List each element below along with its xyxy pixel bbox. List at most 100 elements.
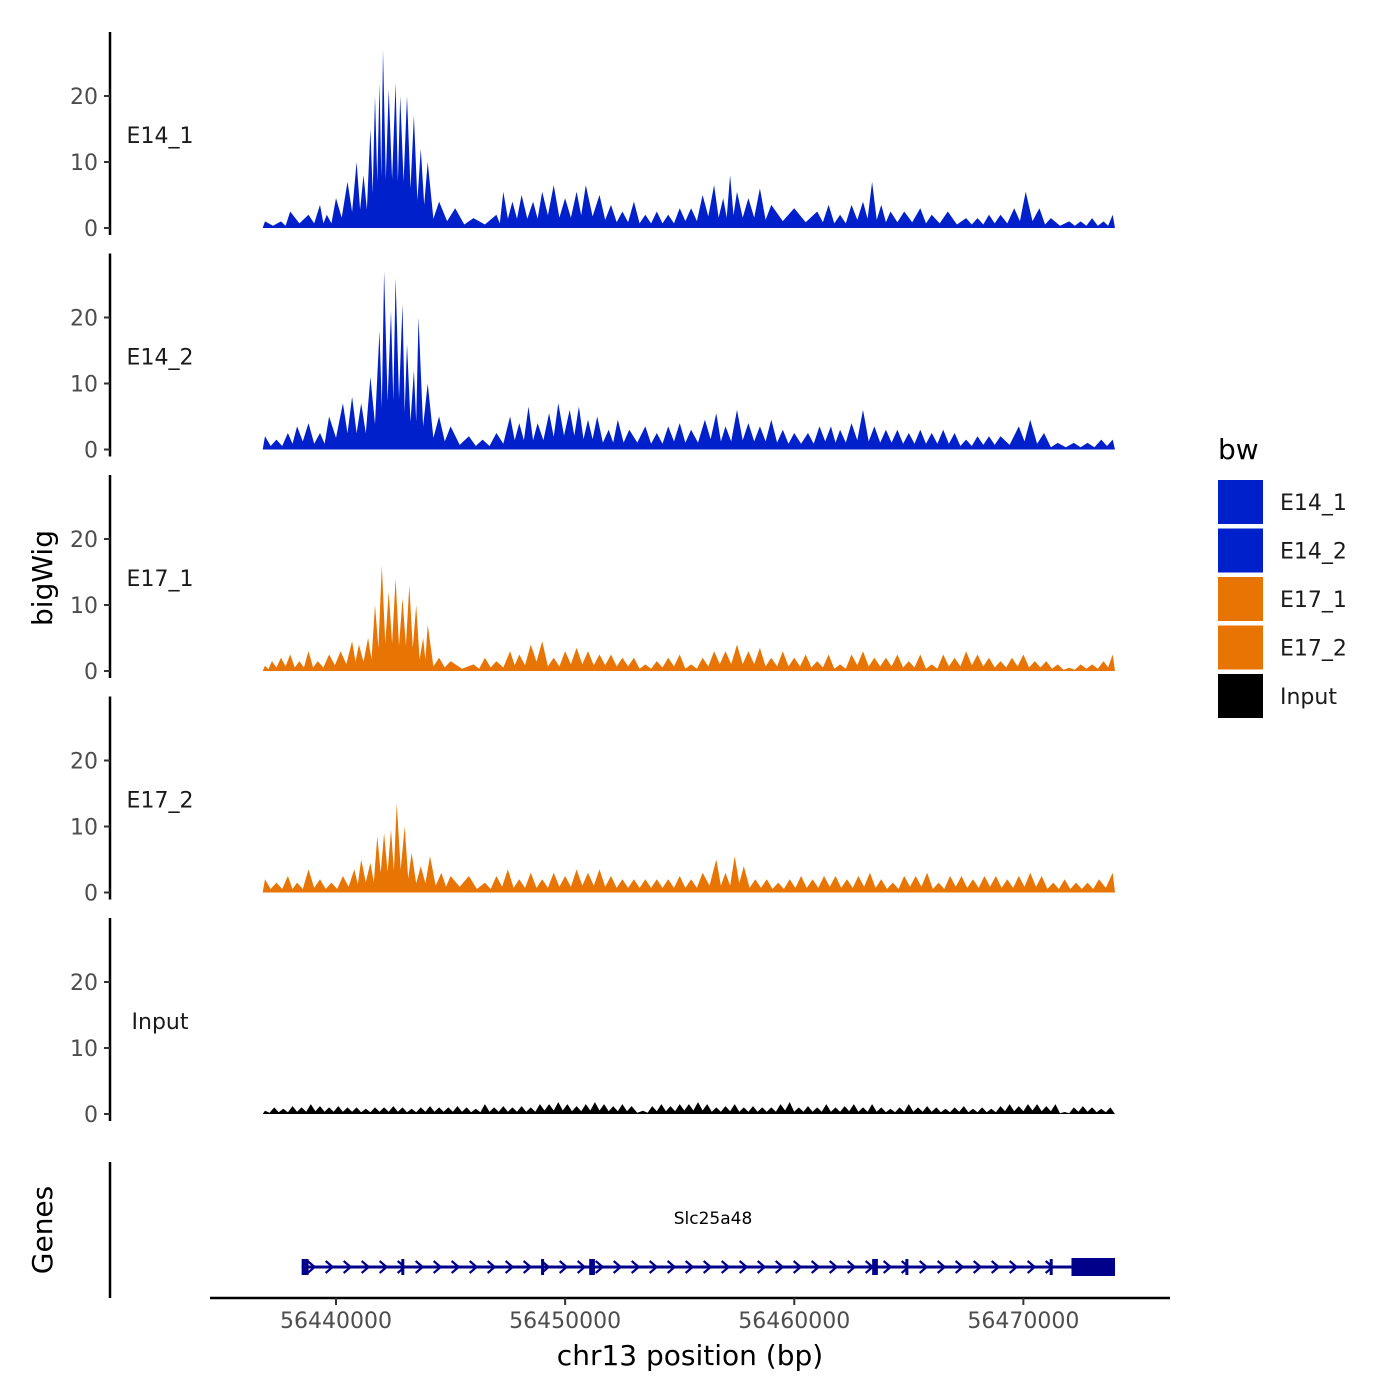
strand-arrow	[666, 1260, 677, 1274]
legend-label: E17_1	[1280, 588, 1347, 613]
strand-arrow	[576, 1260, 587, 1274]
strand-arrow	[396, 1260, 407, 1274]
track-E17_2: 0 10 20 E17_2	[70, 696, 1115, 907]
gene-exon	[1071, 1258, 1116, 1276]
x-tick-label: 56440000	[280, 1309, 392, 1334]
legend-swatch	[1218, 577, 1263, 621]
y-tick-label: 0	[84, 660, 98, 685]
strand-arrow	[360, 1260, 371, 1274]
y-axis-title: bigWig	[26, 530, 59, 626]
strand-arrow	[486, 1260, 497, 1274]
strand-arrow	[720, 1260, 731, 1274]
strand-arrow	[630, 1260, 641, 1274]
strand-arrow	[990, 1260, 1001, 1274]
strand-arrow	[972, 1260, 983, 1274]
y-tick-label: 20	[70, 85, 98, 110]
gene-exon	[872, 1259, 878, 1275]
strand-arrow	[918, 1260, 929, 1274]
strand-arrow	[558, 1260, 569, 1274]
signal-area-E14_1	[262, 49, 1115, 228]
track-E17_1: 0 10 20 E17_1	[70, 475, 1115, 685]
y-tick-label: 0	[84, 439, 98, 464]
strand-arrow	[684, 1260, 695, 1274]
y-tick-label: 10	[70, 373, 98, 398]
y-tick-label: 20	[70, 307, 98, 332]
strand-arrow	[648, 1260, 659, 1274]
strand-arrow	[432, 1260, 443, 1274]
y-tick-label: 20	[70, 528, 98, 553]
gene-exon	[541, 1259, 545, 1275]
legend-label: E14_2	[1280, 540, 1347, 565]
signal-tracks: 0 10 20 E14_1 0 10 20 E14_2 0 10 20 E17_1 0 10 20 E17_2…	[70, 32, 1115, 1128]
y-tick-label: 10	[70, 594, 98, 619]
strand-arrow	[828, 1260, 839, 1274]
gene-exon	[905, 1259, 909, 1275]
legend: bw E14_1 E14_2 E17_1 E17_2 Input	[1218, 433, 1347, 718]
y-tick-label: 20	[70, 750, 98, 775]
track-label: E17_1	[127, 567, 194, 592]
gene-model	[301, 1258, 1116, 1276]
strand-arrow	[936, 1260, 947, 1274]
strand-arrow	[702, 1260, 713, 1274]
y-tick-label: 10	[70, 1037, 98, 1062]
strand-arrow	[846, 1260, 857, 1274]
strand-arrow	[612, 1260, 623, 1274]
strand-arrow	[468, 1260, 479, 1274]
gene-exon	[401, 1259, 405, 1275]
x-tick-label: 56470000	[967, 1309, 1079, 1334]
strand-arrow	[414, 1260, 425, 1274]
gene-exon	[589, 1259, 595, 1275]
strand-arrow	[522, 1260, 533, 1274]
strand-arrow	[774, 1260, 785, 1274]
strand-arrow	[1008, 1260, 1019, 1274]
strand-arrow	[792, 1260, 803, 1274]
track-E14_1: 0 10 20 E14_1	[70, 32, 1115, 242]
track-label: E14_2	[127, 346, 194, 371]
y-tick-label: 20	[70, 971, 98, 996]
x-axis: 56440000 56450000 56460000 56470000	[210, 1296, 1170, 1334]
strand-arrow	[900, 1260, 911, 1274]
track-Input: 0 10 20 Input	[70, 918, 1115, 1128]
genes-axis-title: Genes	[26, 1186, 59, 1274]
x-tick-label: 56450000	[509, 1309, 621, 1334]
legend-swatch	[1218, 674, 1263, 718]
strand-arrow	[450, 1260, 461, 1274]
signal-area-E17_2	[262, 803, 1115, 893]
signal-area-E17_1	[262, 565, 1115, 671]
gene-exon	[1049, 1259, 1053, 1275]
x-axis-title: chr13 position (bp)	[557, 1339, 823, 1372]
strand-arrow	[954, 1260, 965, 1274]
gene-exon	[301, 1259, 309, 1275]
strand-arrow	[342, 1260, 353, 1274]
legend-swatch	[1218, 480, 1263, 524]
legend-swatch	[1218, 528, 1263, 573]
strand-arrow	[882, 1260, 893, 1274]
legend-title: bw	[1218, 433, 1259, 466]
strand-arrow	[378, 1260, 389, 1274]
strand-arrow	[1026, 1260, 1037, 1274]
strand-arrow	[738, 1260, 749, 1274]
y-tick-label: 0	[84, 1103, 98, 1128]
strand-arrow	[504, 1260, 515, 1274]
legend-swatch	[1218, 625, 1263, 670]
signal-area-Input	[262, 1102, 1115, 1114]
y-tick-label: 0	[84, 217, 98, 242]
y-tick-label: 10	[70, 816, 98, 841]
track-label: E14_1	[127, 124, 194, 149]
track-E14_2: 0 10 20 E14_2	[70, 253, 1115, 464]
signal-area-E14_2	[262, 271, 1115, 450]
strand-arrow	[306, 1260, 317, 1274]
legend-label: E14_1	[1280, 491, 1347, 516]
legend-label: Input	[1280, 685, 1337, 710]
track-label: Input	[132, 1010, 189, 1035]
gene-panel: Slc25a48	[108, 1162, 1116, 1298]
gene-label: Slc25a48	[674, 1209, 753, 1229]
x-tick-label: 56460000	[738, 1309, 850, 1334]
y-tick-label: 10	[70, 151, 98, 176]
y-tick-label: 0	[84, 882, 98, 907]
track-label: E17_2	[127, 789, 194, 814]
strand-arrow	[810, 1260, 821, 1274]
strand-arrow	[756, 1260, 767, 1274]
strand-arrow	[324, 1260, 335, 1274]
